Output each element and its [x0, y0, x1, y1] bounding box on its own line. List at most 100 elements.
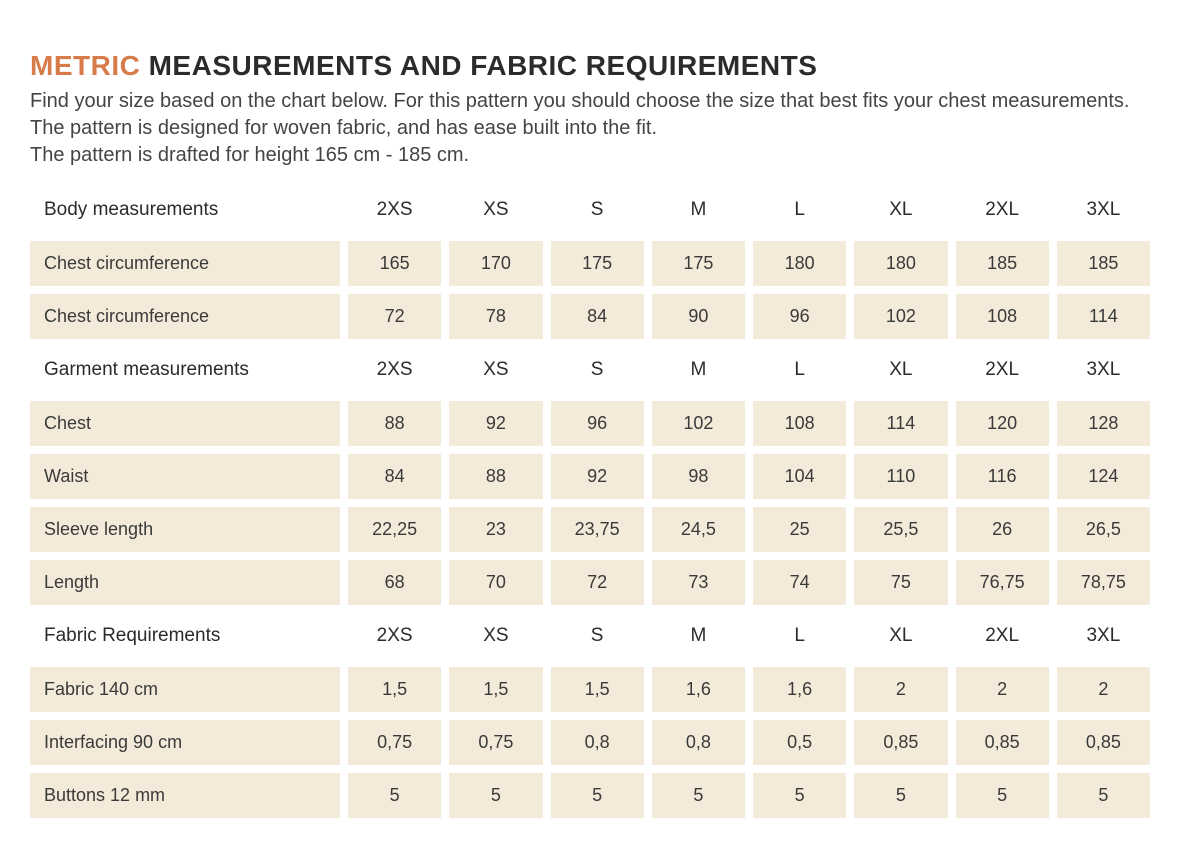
section-header-label: Body measurements — [30, 187, 340, 233]
value-cell: 98 — [652, 454, 745, 499]
size-header-cell: 2XS — [348, 347, 441, 393]
size-header-cell: L — [753, 347, 846, 393]
size-header-cell: 2XL — [956, 347, 1049, 393]
table-row: Chest889296102108114120128 — [30, 401, 1150, 446]
table-row: Length68707273747576,7578,75 — [30, 560, 1150, 605]
value-cell: 25,5 — [854, 507, 947, 552]
value-cell: 74 — [753, 560, 846, 605]
value-cell: 90 — [652, 294, 745, 339]
row-label: Length — [30, 560, 340, 605]
size-header-cell: S — [551, 187, 644, 233]
table-row: Buttons 12 mm55555555 — [30, 773, 1150, 818]
value-cell: 1,5 — [551, 667, 644, 712]
value-cell: 1,5 — [449, 667, 542, 712]
size-header-cell: 2XL — [956, 187, 1049, 233]
size-header-cell: M — [652, 613, 745, 659]
value-cell: 26 — [956, 507, 1049, 552]
row-label: Waist — [30, 454, 340, 499]
size-header-cell: XS — [449, 187, 542, 233]
value-cell: 0,85 — [1057, 720, 1150, 765]
intro-line-2: The pattern is drafted for height 165 cm… — [30, 144, 469, 166]
value-cell: 1,6 — [652, 667, 745, 712]
value-cell: 180 — [753, 241, 846, 286]
value-cell: 0,8 — [551, 720, 644, 765]
table-row: Chest circumference165170175175180180185… — [30, 241, 1150, 286]
value-cell: 2 — [1057, 667, 1150, 712]
value-cell: 78,75 — [1057, 560, 1150, 605]
size-header-cell: 2XS — [348, 187, 441, 233]
value-cell: 0,5 — [753, 720, 846, 765]
value-cell: 1,6 — [753, 667, 846, 712]
row-label: Chest circumference — [30, 294, 340, 339]
table-row: Fabric 140 cm1,51,51,51,61,6222 — [30, 667, 1150, 712]
value-cell: 1,5 — [348, 667, 441, 712]
value-cell: 5 — [753, 773, 846, 818]
value-cell: 175 — [551, 241, 644, 286]
value-cell: 114 — [1057, 294, 1150, 339]
size-header-cell: 3XL — [1057, 613, 1150, 659]
table-row: Sleeve length22,252323,7524,52525,52626,… — [30, 507, 1150, 552]
value-cell: 124 — [1057, 454, 1150, 499]
measurements-table: Body measurements2XSXSSMLXL2XL3XLChest c… — [30, 187, 1150, 818]
value-cell: 185 — [1057, 241, 1150, 286]
value-cell: 116 — [956, 454, 1049, 499]
value-cell: 5 — [348, 773, 441, 818]
size-header-cell: S — [551, 613, 644, 659]
value-cell: 5 — [854, 773, 947, 818]
value-cell: 75 — [854, 560, 947, 605]
size-header-cell: S — [551, 347, 644, 393]
size-header-cell: XS — [449, 347, 542, 393]
value-cell: 2 — [854, 667, 947, 712]
value-cell: 170 — [449, 241, 542, 286]
value-cell: 92 — [551, 454, 644, 499]
value-cell: 78 — [449, 294, 542, 339]
size-header-cell: XL — [854, 187, 947, 233]
value-cell: 5 — [551, 773, 644, 818]
value-cell: 5 — [652, 773, 745, 818]
value-cell: 88 — [449, 454, 542, 499]
value-cell: 0,85 — [854, 720, 947, 765]
value-cell: 84 — [551, 294, 644, 339]
value-cell: 110 — [854, 454, 947, 499]
size-header-cell: XS — [449, 613, 542, 659]
size-header-cell: L — [753, 613, 846, 659]
value-cell: 120 — [956, 401, 1049, 446]
value-cell: 102 — [854, 294, 947, 339]
value-cell: 68 — [348, 560, 441, 605]
row-label: Buttons 12 mm — [30, 773, 340, 818]
table-row: Waist84889298104110116124 — [30, 454, 1150, 499]
value-cell: 92 — [449, 401, 542, 446]
value-cell: 104 — [753, 454, 846, 499]
value-cell: 5 — [956, 773, 1049, 818]
value-cell: 128 — [1057, 401, 1150, 446]
value-cell: 5 — [1057, 773, 1150, 818]
section-header-row: Body measurements2XSXSSMLXL2XL3XL — [30, 187, 1150, 233]
size-header-cell: XL — [854, 347, 947, 393]
value-cell: 23 — [449, 507, 542, 552]
value-cell: 84 — [348, 454, 441, 499]
value-cell: 0,85 — [956, 720, 1049, 765]
value-cell: 25 — [753, 507, 846, 552]
size-header-cell: 2XS — [348, 613, 441, 659]
intro-text: Find your size based on the chart below.… — [30, 88, 1150, 169]
row-label: Chest — [30, 401, 340, 446]
size-header-cell: XL — [854, 613, 947, 659]
value-cell: 185 — [956, 241, 1049, 286]
value-cell: 88 — [348, 401, 441, 446]
page-title: METRIC MEASUREMENTS AND FABRIC REQUIREME… — [30, 50, 1161, 82]
size-header-cell: M — [652, 347, 745, 393]
value-cell: 0,75 — [348, 720, 441, 765]
value-cell: 96 — [551, 401, 644, 446]
table-row: Chest circumference7278849096102108114 — [30, 294, 1150, 339]
row-label: Sleeve length — [30, 507, 340, 552]
size-header-cell: M — [652, 187, 745, 233]
size-header-cell: 2XL — [956, 613, 1049, 659]
value-cell: 72 — [551, 560, 644, 605]
value-cell: 108 — [956, 294, 1049, 339]
size-header-cell: 3XL — [1057, 187, 1150, 233]
section-header-label: Garment measurements — [30, 347, 340, 393]
value-cell: 0,75 — [449, 720, 542, 765]
value-cell: 114 — [854, 401, 947, 446]
value-cell: 72 — [348, 294, 441, 339]
intro-line-1: Find your size based on the chart below.… — [30, 90, 1129, 139]
